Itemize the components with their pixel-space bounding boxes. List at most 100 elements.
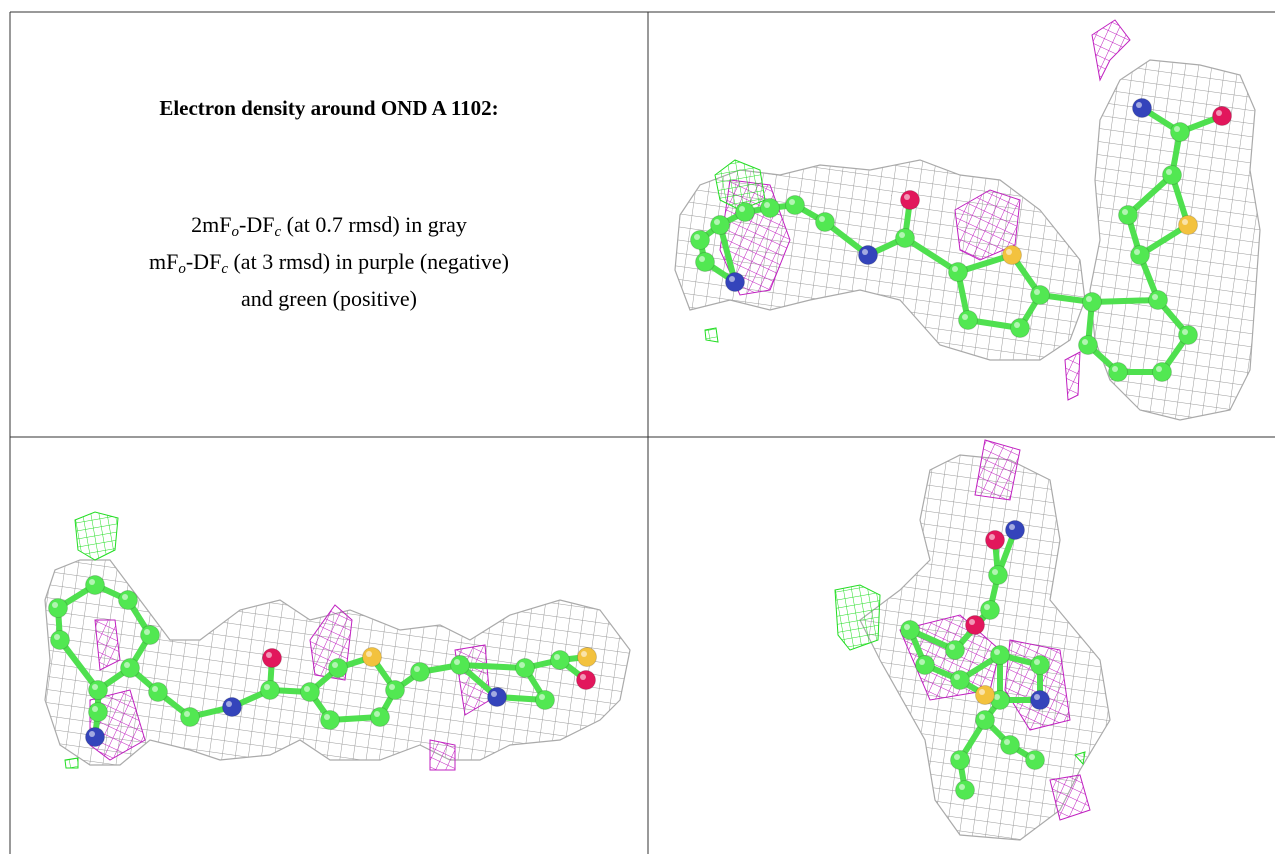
atom-highlight	[714, 219, 720, 225]
negative-mesh	[1092, 20, 1130, 80]
atom-highlight	[89, 731, 95, 737]
page: Electron density around OND A 1102: 2mFo…	[0, 0, 1275, 854]
text: 2mF	[191, 212, 231, 237]
atom-highlight	[819, 216, 825, 222]
atom	[726, 273, 745, 292]
atom-highlight	[954, 674, 960, 680]
atom-highlight	[1082, 339, 1088, 345]
atom	[1006, 521, 1025, 540]
atom-highlight	[266, 652, 272, 658]
atom	[411, 663, 430, 682]
text: -DF	[239, 212, 274, 237]
atom	[736, 203, 755, 222]
atom	[1109, 363, 1128, 382]
atom-highlight	[979, 714, 985, 720]
atom	[363, 648, 382, 667]
subscript: o	[232, 224, 240, 240]
atom-highlight	[962, 314, 968, 320]
atom	[149, 683, 168, 702]
atom	[223, 698, 242, 717]
positive-mesh	[65, 758, 78, 768]
atom-highlight	[1006, 249, 1012, 255]
atom-highlight	[580, 674, 586, 680]
atom	[86, 728, 105, 747]
atom-highlight	[152, 686, 158, 692]
atom-highlight	[454, 659, 460, 665]
atom	[1119, 206, 1138, 225]
atom-highlight	[959, 784, 965, 790]
atom	[956, 781, 975, 800]
atom	[1133, 99, 1152, 118]
atom	[989, 566, 1008, 585]
atom	[981, 601, 1000, 620]
atom-highlight	[1122, 209, 1128, 215]
atom	[951, 751, 970, 770]
atom-highlight	[904, 194, 910, 200]
atom	[976, 686, 995, 705]
atom	[711, 216, 730, 235]
atom	[691, 231, 710, 250]
atom	[901, 191, 920, 210]
atom	[49, 599, 68, 618]
atom	[761, 199, 780, 218]
atom	[329, 659, 348, 678]
atom	[966, 616, 985, 635]
atom-highlight	[332, 662, 338, 668]
atom	[1213, 107, 1232, 126]
atom-highlight	[1136, 102, 1142, 108]
negative-mesh	[1065, 352, 1080, 400]
text: -DF	[186, 249, 221, 274]
atom-highlight	[554, 654, 560, 660]
atom-highlight	[989, 534, 995, 540]
atom	[696, 253, 715, 272]
atom	[786, 196, 805, 215]
atom	[86, 576, 105, 595]
atom-highlight	[92, 706, 98, 712]
atom-highlight	[581, 651, 587, 657]
atom	[1179, 326, 1198, 345]
atom-highlight	[519, 662, 525, 668]
atom	[1079, 336, 1098, 355]
atom-highlight	[992, 569, 998, 575]
atom	[949, 263, 968, 282]
legend-line: mFo-DFc (at 3 rmsd) in purple (negative)	[10, 243, 648, 280]
atom	[976, 711, 995, 730]
atom-highlight	[389, 684, 395, 690]
atom	[1031, 286, 1050, 305]
atom	[1031, 691, 1050, 710]
atom-highlight	[699, 256, 705, 262]
atom	[816, 213, 835, 232]
atom-highlight	[994, 649, 1000, 655]
atom-highlight	[1029, 754, 1035, 760]
atom	[263, 649, 282, 668]
atom	[859, 246, 878, 265]
atom-highlight	[144, 629, 150, 635]
atom-highlight	[789, 199, 795, 205]
atom	[896, 229, 915, 248]
text: (at 0.7 rmsd) in gray	[281, 212, 467, 237]
atom	[1153, 363, 1172, 382]
atom-highlight	[764, 202, 770, 208]
atom	[51, 631, 70, 650]
atom-highlight	[414, 666, 420, 672]
atom	[1003, 246, 1022, 265]
atom-highlight	[374, 711, 380, 717]
atom-highlight	[1156, 366, 1162, 372]
atom-highlight	[694, 234, 700, 240]
atom-highlight	[952, 266, 958, 272]
atom-highlight	[324, 714, 330, 720]
atom	[1083, 293, 1102, 312]
atom	[1163, 166, 1182, 185]
atom	[89, 703, 108, 722]
atom	[301, 683, 320, 702]
atom	[321, 711, 340, 730]
atom-highlight	[1086, 296, 1092, 302]
atom	[488, 688, 507, 707]
positive-mesh	[705, 328, 718, 342]
atom-highlight	[1152, 294, 1158, 300]
atom-highlight	[54, 634, 60, 640]
positive-mesh	[75, 512, 118, 560]
atom-highlight	[124, 662, 130, 668]
atom	[986, 531, 1005, 550]
atom-highlight	[184, 711, 190, 717]
